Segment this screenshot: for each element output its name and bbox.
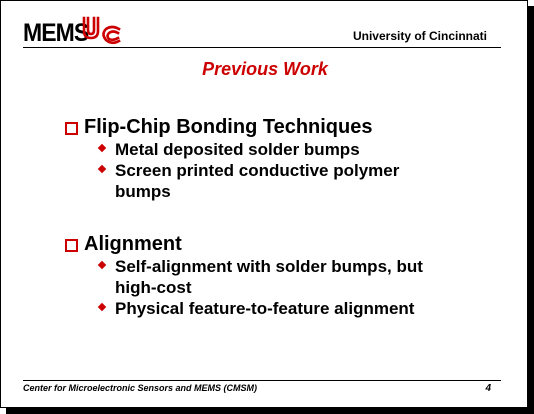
section-heading: Flip-Chip Bonding Techniques [65,115,465,139]
mems-logo: MEMS [23,15,121,47]
list-item: Screen printed conductive polymer bumps [97,160,435,202]
slide-shadow-right [528,6,534,414]
bullet-text: Metal deposited solder bumps [115,140,360,159]
uc-logo-icon [82,16,121,45]
section-heading: Alignment [65,232,465,256]
page-number: 4 [485,383,491,394]
section-heading-text: Alignment [84,233,182,255]
university-name: University of Cincinnati [352,29,487,43]
section-flip-chip: Flip-Chip Bonding Techniques Metal depos… [65,115,465,202]
section-alignment: Alignment Self-alignment with solder bum… [65,232,465,319]
footer-center-name: Center for Microelectronic Sensors and M… [23,383,258,393]
list-item: Self-alignment with solder bumps, but hi… [97,256,425,298]
slide-title: Previous Work [202,59,328,79]
diamond-bullet-icon [97,164,107,174]
slide-shadow-bottom [6,408,534,414]
diamond-bullet-icon [97,143,107,153]
checkbox-bullet-icon [65,121,78,135]
diamond-bullet-icon [97,260,107,270]
bullet-list: Metal deposited solder bumps Screen prin… [97,139,465,202]
bullet-text: Physical feature-to-feature alignment [115,299,415,318]
bullet-text: Self-alignment with solder bumps, but hi… [115,257,423,297]
diamond-bullet-icon [97,302,107,312]
list-item: Metal deposited solder bumps [97,139,465,160]
header-divider [23,47,501,48]
bullet-text: Screen printed conductive polymer bumps [115,161,400,201]
footer-divider [23,380,501,381]
section-heading-text: Flip-Chip Bonding Techniques [84,116,373,138]
bullet-list: Self-alignment with solder bumps, but hi… [97,256,465,319]
checkbox-bullet-icon [65,238,78,252]
list-item: Physical feature-to-feature alignment [97,298,465,319]
logo-text: MEMS [23,19,89,47]
slide: MEMS University of Cincinnati Previous W… [0,0,528,408]
